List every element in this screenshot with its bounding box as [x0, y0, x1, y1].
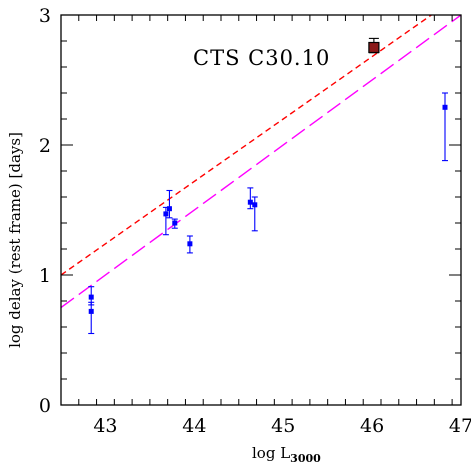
highlight-data-point — [368, 41, 380, 54]
data-point — [247, 199, 253, 205]
x-axis-title: log L3000 — [252, 444, 321, 465]
y-tick-label: 1 — [39, 265, 51, 287]
x-tick-label: 43 — [93, 415, 117, 437]
y-axis-title: log delay (rest frame) [days] — [6, 132, 24, 348]
x-tick-label: 44 — [182, 415, 206, 437]
data-point — [166, 206, 172, 212]
fit-line-red-short-dash — [61, 15, 433, 276]
y-tick-label: 3 — [39, 5, 51, 27]
x-tick-label: 45 — [271, 415, 295, 437]
data-point — [442, 104, 448, 110]
data-point — [88, 308, 94, 314]
data-points — [88, 37, 448, 335]
y-tick-label: 0 — [39, 395, 51, 417]
y-tick-label: 2 — [39, 135, 51, 157]
fit-line-magenta-long-dash — [61, 15, 461, 309]
data-point — [88, 294, 94, 300]
axes: 43 44 45 46 47 0 1 2 3 — [39, 5, 471, 437]
data-point — [252, 202, 258, 208]
data-point — [172, 220, 178, 226]
plot-frame — [60, 14, 462, 406]
data-point — [163, 211, 169, 217]
x-tick-label: 46 — [360, 415, 384, 437]
x-tick-label: 47 — [449, 415, 471, 437]
data-point — [187, 241, 193, 247]
trend-lines — [61, 15, 461, 309]
object-annotation: CTS C30.10 — [193, 46, 330, 70]
